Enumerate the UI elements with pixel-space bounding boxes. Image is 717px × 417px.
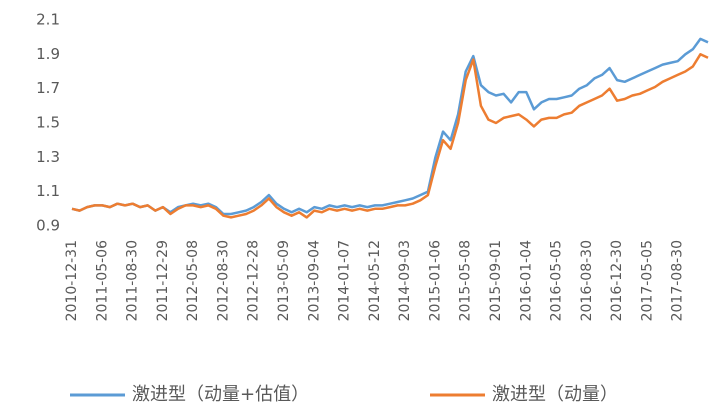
x-tick-label: 2014-05-12 bbox=[367, 240, 383, 321]
x-tick-label: 2016-08-30 bbox=[579, 240, 595, 321]
x-tick-label: 2013-09-04 bbox=[306, 240, 322, 321]
x-tick-label: 2012-08-30 bbox=[215, 240, 231, 321]
x-tick-label: 2015-05-08 bbox=[458, 240, 474, 321]
y-tick-label: 2.1 bbox=[36, 11, 60, 29]
x-tick-label: 2013-05-09 bbox=[276, 240, 292, 321]
legend-label: 激进型（动量+估值） bbox=[132, 384, 309, 405]
x-tick-label: 2010-12-31 bbox=[64, 240, 80, 321]
y-tick-label: 1.9 bbox=[36, 45, 60, 63]
x-tick-label: 2011-05-06 bbox=[94, 240, 110, 321]
y-tick-label: 1.5 bbox=[36, 114, 60, 132]
x-tick-label: 2011-12-29 bbox=[155, 240, 171, 321]
x-tick-label: 2016-05-05 bbox=[549, 240, 565, 321]
y-tick-label: 1.7 bbox=[36, 79, 60, 97]
series-line bbox=[71, 53, 709, 219]
series-line bbox=[71, 37, 709, 216]
legend-label: 激进型（动量） bbox=[492, 384, 618, 405]
x-tick-label: 2017-08-30 bbox=[670, 240, 686, 321]
x-tick-label: 2014-09-03 bbox=[397, 240, 413, 321]
y-tick-label: 1.3 bbox=[36, 148, 60, 166]
x-tick-label: 2016-01-04 bbox=[518, 240, 534, 321]
y-tick-label: 1.1 bbox=[36, 182, 60, 200]
x-tick-label: 2016-12-30 bbox=[609, 240, 625, 321]
x-tick-label: 2011-08-30 bbox=[125, 240, 141, 321]
y-tick-label: 0.9 bbox=[36, 217, 60, 235]
x-tick-label: 2015-01-06 bbox=[427, 240, 443, 321]
x-tick-label: 2017-05-05 bbox=[639, 240, 655, 321]
x-tick-label: 2014-01-07 bbox=[337, 240, 353, 321]
x-tick-label: 2015-09-01 bbox=[488, 240, 504, 321]
x-tick-label: 2012-12-28 bbox=[246, 240, 262, 321]
x-tick-label: 2012-05-08 bbox=[185, 240, 201, 321]
